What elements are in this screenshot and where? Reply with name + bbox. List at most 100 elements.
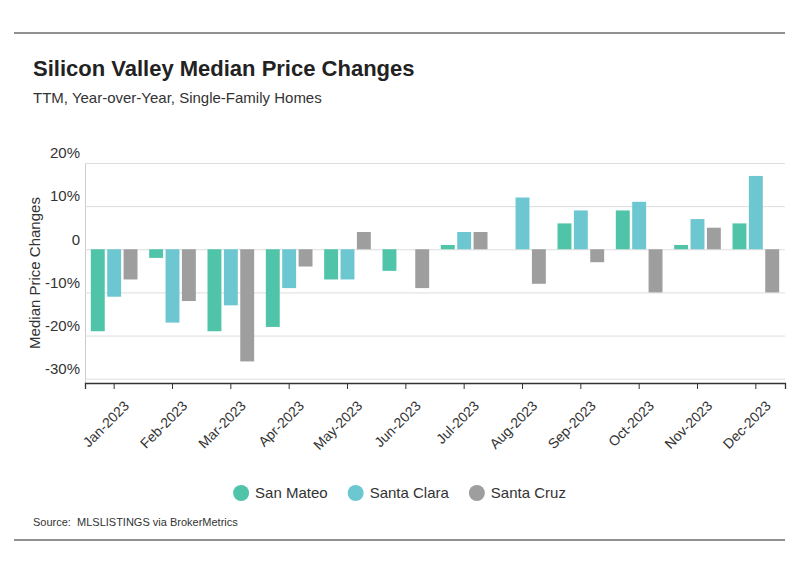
x-tick: Jul-2023 — [433, 383, 482, 447]
bar — [733, 223, 747, 249]
grid-line — [85, 336, 785, 337]
x-tick-mark — [639, 383, 640, 389]
bar — [124, 249, 138, 279]
y-tick-label: 0 — [72, 231, 80, 248]
x-tick-mark — [405, 383, 406, 389]
bar — [532, 249, 546, 284]
x-tick-mark — [114, 383, 115, 389]
x-tick: Jun-2023 — [371, 383, 424, 450]
bar — [91, 249, 105, 331]
bar — [558, 223, 572, 249]
legend-item: Santa Cruz — [469, 484, 566, 501]
x-tick-label: Oct-2023 — [605, 397, 657, 449]
grid-line — [85, 379, 785, 380]
bar — [383, 249, 397, 271]
x-tick: Feb-2023 — [137, 383, 191, 451]
bar — [208, 249, 222, 331]
x-tick-mark — [755, 383, 756, 389]
bar — [240, 249, 254, 361]
bar — [415, 249, 429, 288]
x-tick-mark — [172, 383, 173, 389]
bar — [324, 249, 338, 279]
x-tick-label: Nov-2023 — [661, 397, 715, 451]
grid-line — [85, 206, 785, 207]
y-tick-label: 10% — [50, 187, 80, 204]
bar — [457, 232, 471, 249]
legend: San Mateo Santa Clara Santa Cruz — [233, 484, 566, 501]
bottom-rule — [14, 540, 785, 541]
bar — [574, 210, 588, 249]
source: Source: MLSLISTINGS via BrokerMetrics — [33, 516, 238, 528]
chart: Silicon Valley Median Price Changes TTM, … — [0, 0, 799, 575]
bar — [691, 219, 705, 249]
x-tick-label: Dec-2023 — [720, 397, 774, 451]
y-tick: 10% — [50, 187, 785, 206]
bar — [266, 249, 280, 327]
x-axis: Jan-2023Feb-2023Mar-2023Apr-2023May-2023… — [80, 383, 786, 453]
x-tick-label: Jul-2023 — [433, 397, 482, 446]
x-tick-mark — [347, 383, 348, 389]
bar — [149, 249, 163, 258]
legend-label: San Mateo — [255, 484, 328, 501]
top-rule — [14, 33, 785, 34]
x-tick-mark — [464, 383, 465, 389]
x-tick-mark — [230, 383, 231, 389]
y-tick-label: -30% — [45, 360, 80, 377]
bar — [357, 232, 371, 249]
bar — [107, 249, 121, 296]
bar — [441, 245, 455, 249]
bar — [616, 210, 630, 249]
bar — [749, 176, 763, 249]
y-tick-label: 20% — [50, 144, 80, 161]
series — [124, 228, 780, 362]
legend-item: San Mateo — [233, 484, 328, 501]
x-tick: Mar-2023 — [195, 383, 249, 451]
x-tick: Sep-2023 — [545, 383, 599, 452]
x-tick-label: Jun-2023 — [371, 397, 424, 450]
x-tick-label: Feb-2023 — [137, 397, 191, 451]
bar — [166, 249, 180, 322]
y-axis: 20% 10% 0 -10% -20% -30% — [45, 144, 785, 383]
bar — [590, 249, 604, 262]
bar — [474, 232, 488, 249]
bar — [649, 249, 663, 292]
y-tick: -10% — [45, 274, 785, 293]
y-tick: -30% — [45, 360, 785, 379]
bar — [516, 198, 530, 250]
x-tick: Oct-2023 — [605, 383, 657, 450]
subtitle: TTM, Year-over-Year, Single-Family Homes — [33, 89, 322, 106]
x-tick-label: Apr-2023 — [255, 397, 307, 449]
x-tick-label: May-2023 — [310, 397, 365, 452]
bar — [707, 228, 721, 250]
bar — [499, 249, 513, 250]
x-tick-label: Jan-2023 — [80, 397, 133, 450]
x-tick: Aug-2023 — [486, 383, 540, 452]
x-tick-mark — [522, 383, 523, 389]
x-tick-label: Mar-2023 — [195, 397, 249, 451]
legend-swatch — [348, 485, 364, 501]
title: Silicon Valley Median Price Changes — [33, 56, 414, 81]
x-tick-mark — [580, 383, 581, 389]
plot: 20%10%0-10%-20%-30%Jan-2023Feb-2023Mar-2… — [45, 144, 786, 453]
y-tick-label: -20% — [45, 317, 80, 334]
bar — [299, 249, 313, 266]
bar — [399, 249, 413, 250]
series — [107, 176, 763, 323]
x-tick-mark — [697, 383, 698, 389]
y-axis-line — [86, 164, 786, 384]
bar — [224, 249, 238, 305]
bar — [765, 249, 779, 292]
x-axis-line — [86, 384, 786, 390]
bar — [674, 245, 688, 249]
bars — [91, 176, 779, 361]
y-tick: 0 — [72, 231, 785, 250]
y-tick-label: -10% — [45, 274, 80, 291]
x-tick: Jan-2023 — [80, 383, 133, 450]
legend-label: Santa Clara — [370, 484, 450, 501]
x-tick-label: Aug-2023 — [486, 397, 540, 451]
series — [91, 210, 747, 331]
x-tick: May-2023 — [310, 383, 365, 453]
y-tick: -20% — [45, 317, 785, 336]
x-tick-label: Sep-2023 — [545, 397, 599, 451]
x-tick: Nov-2023 — [661, 383, 715, 452]
